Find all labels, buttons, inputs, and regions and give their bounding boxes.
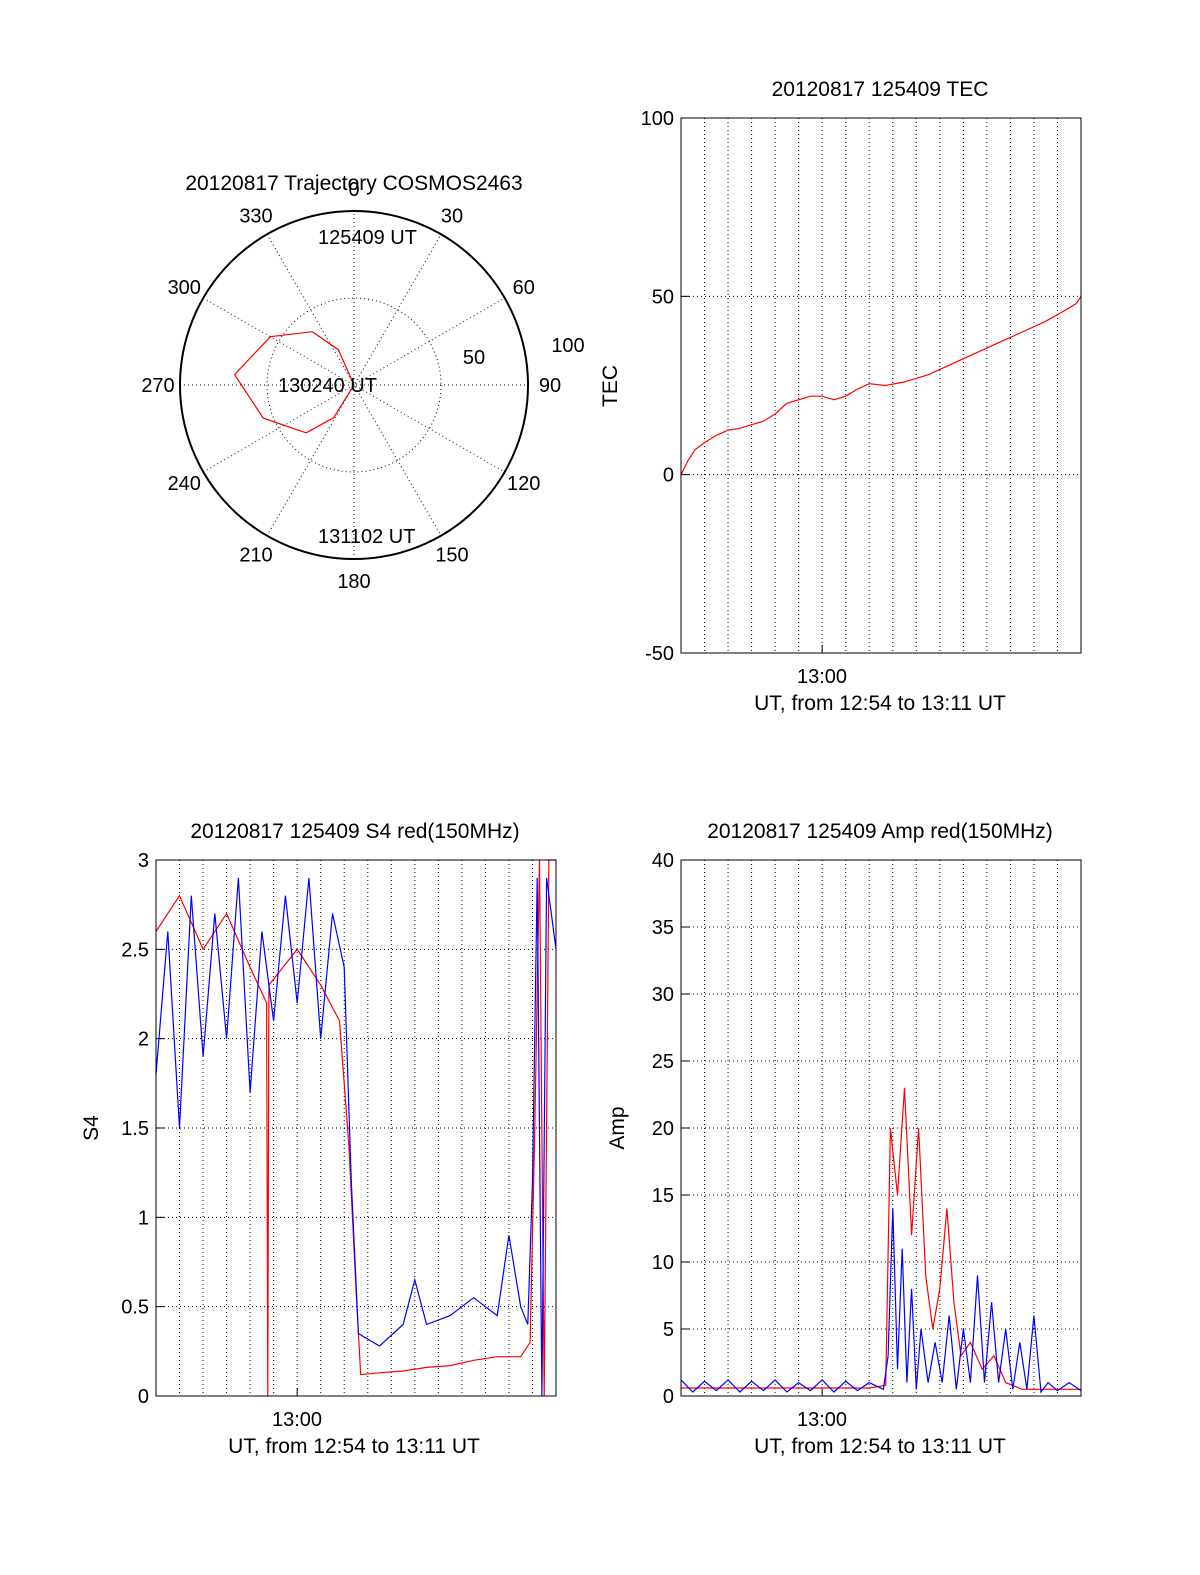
polar-panel: 20120817 Trajectory COSMOS2463 0 30 60 90 12… bbox=[141, 172, 584, 593]
polar-azimuth-label: 210 bbox=[239, 545, 272, 567]
polar-azimuth-label: 270 bbox=[141, 375, 174, 397]
s4-red-series-line bbox=[155, 859, 556, 1397]
polar-trajectory-line bbox=[233, 331, 355, 434]
s4-y-tick-label: 3 bbox=[138, 850, 149, 872]
polar-azimuth-labels: 0 30 60 90 120 150 180 210 240 270 300 330 bbox=[141, 179, 561, 593]
s4-y-axis-label: S4 bbox=[80, 1115, 103, 1141]
s4-y-tick-label: 1.5 bbox=[121, 1118, 149, 1140]
amp-y-tick-label: 0 bbox=[663, 1386, 674, 1408]
polar-azimuth-label: 180 bbox=[337, 571, 370, 593]
polar-azimuth-label: 0 bbox=[348, 179, 359, 201]
amp-grid bbox=[681, 859, 1081, 1397]
amp-y-tick-label: 40 bbox=[652, 850, 674, 872]
tec-x-tick-label: 13:00 bbox=[797, 666, 847, 688]
polar-radial-label-50: 50 bbox=[463, 347, 485, 369]
s4-y-tick-label: 0.5 bbox=[121, 1297, 149, 1319]
tec-y-tick-label: 0 bbox=[663, 465, 674, 487]
s4-grid bbox=[156, 859, 556, 1397]
s4-panel: 20120817 125409 S4 red(150MHz) 3 2.5 2 1.5 1… bbox=[80, 820, 557, 1458]
amp-y-tick-label: 15 bbox=[652, 1185, 674, 1207]
polar-azimuth-label: 30 bbox=[441, 205, 463, 227]
tec-y-tick-label: -50 bbox=[645, 643, 674, 665]
polar-grid bbox=[180, 211, 528, 559]
s4-y-tick-label: 2 bbox=[138, 1029, 149, 1051]
polar-azimuth-label: 150 bbox=[435, 545, 468, 567]
amp-y-tick-labels: 40 35 30 25 20 15 10 5 0 bbox=[652, 850, 674, 1408]
polar-azimuth-label: 60 bbox=[513, 277, 535, 299]
amp-plot-frame bbox=[680, 859, 1082, 1397]
s4-x-axis-label: UT, from 12:54 to 13:11 UT bbox=[228, 1435, 480, 1458]
tec-y-axis-label: TEC bbox=[599, 365, 622, 407]
tec-y-tick-label: 50 bbox=[652, 286, 674, 308]
amp-y-tick-label: 5 bbox=[663, 1319, 674, 1341]
tec-y-tick-labels: 100 50 0 -50 bbox=[641, 108, 674, 665]
tec-x-axis-label: UT, from 12:54 to 13:11 UT bbox=[754, 692, 1006, 715]
s4-x-tick-label: 13:00 bbox=[272, 1409, 322, 1431]
s4-y-tick-label: 2.5 bbox=[121, 939, 149, 961]
polar-annotation-start: 125409 UT bbox=[318, 227, 417, 249]
s4-plot-frame bbox=[155, 859, 557, 1397]
tec-panel: 20120817 125409 TEC 100 50 0 -50 13:00 UT, … bbox=[599, 78, 1082, 715]
polar-annotation-end: 131102 UT bbox=[318, 526, 415, 548]
amp-y-tick-label: 10 bbox=[652, 1252, 674, 1274]
tec-series-line bbox=[680, 295, 1082, 475]
polar-title: 20120817 Trajectory COSMOS2463 bbox=[185, 172, 522, 195]
polar-azimuth-label: 240 bbox=[168, 473, 201, 495]
s4-blue-series-line bbox=[155, 877, 557, 1397]
s4-y-tick-label: 0 bbox=[138, 1386, 149, 1408]
polar-azimuth-label: 330 bbox=[239, 205, 272, 227]
amp-y-tick-label: 35 bbox=[652, 917, 674, 939]
amp-panel: 20120817 125409 Amp red(150MHz) 40 35 30 25… bbox=[606, 820, 1082, 1458]
tec-title: 20120817 125409 TEC bbox=[772, 78, 989, 101]
polar-outer-ring bbox=[179, 210, 529, 560]
amp-title: 20120817 125409 Amp red(150MHz) bbox=[707, 820, 1053, 843]
amp-y-tick-label: 30 bbox=[652, 984, 674, 1006]
amp-x-tick-label: 13:00 bbox=[797, 1409, 847, 1431]
polar-radial-label-100: 100 bbox=[551, 335, 584, 357]
polar-azimuth-label: 300 bbox=[168, 277, 201, 299]
s4-y-tick-labels: 3 2.5 2 1.5 1 0.5 0 bbox=[121, 850, 149, 1408]
s4-title: 20120817 125409 S4 red(150MHz) bbox=[190, 820, 519, 843]
tec-plot-frame bbox=[680, 117, 1082, 654]
amp-blue-series-line bbox=[680, 1208, 1082, 1394]
polar-azimuth-label: 90 bbox=[539, 375, 561, 397]
amp-y-axis-label: Amp bbox=[606, 1106, 629, 1149]
polar-annotation-mid: 130240 UT bbox=[278, 375, 377, 397]
polar-azimuth-label: 120 bbox=[507, 473, 540, 495]
s4-y-tick-label: 1 bbox=[138, 1207, 149, 1229]
amp-y-tick-label: 25 bbox=[652, 1051, 674, 1073]
amp-y-tick-label: 20 bbox=[652, 1118, 674, 1140]
amp-red-series-line bbox=[681, 1087, 1081, 1390]
tec-y-tick-label: 100 bbox=[641, 108, 674, 130]
amp-x-axis-label: UT, from 12:54 to 13:11 UT bbox=[754, 1435, 1006, 1458]
